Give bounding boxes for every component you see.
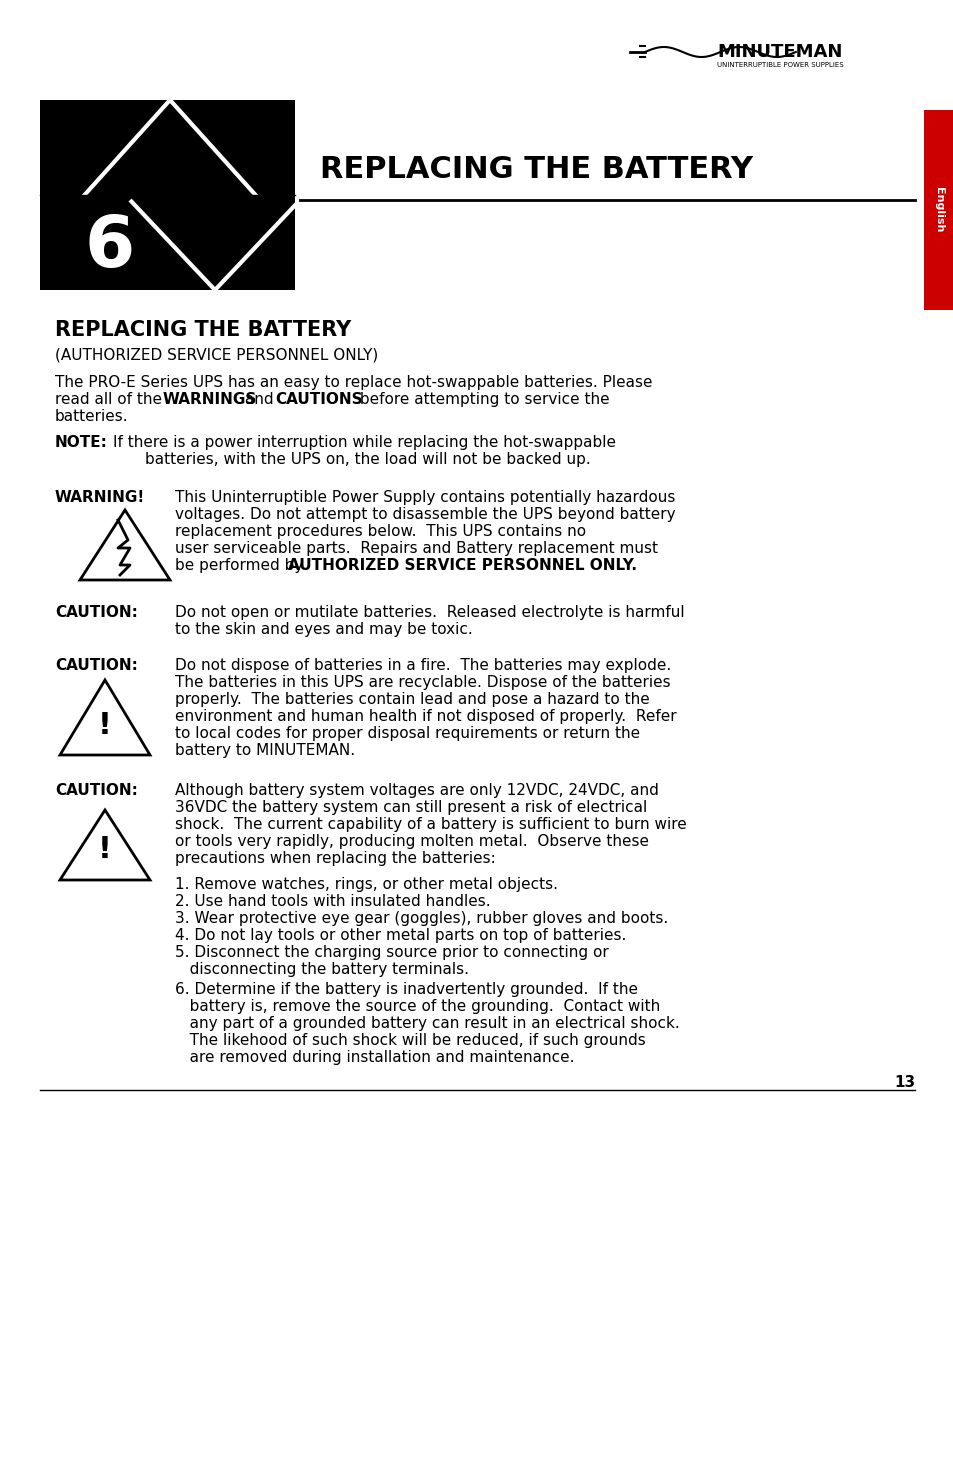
Text: CAUTION:: CAUTION: <box>55 605 138 620</box>
Text: CAUTIONS: CAUTIONS <box>274 392 362 407</box>
Text: properly.  The batteries contain lead and pose a hazard to the: properly. The batteries contain lead and… <box>174 692 649 707</box>
Text: The PRO-E Series UPS has an easy to replace hot-swappable batteries. Please: The PRO-E Series UPS has an easy to repl… <box>55 375 652 389</box>
Text: Although battery system voltages are only 12VDC, 24VDC, and: Although battery system voltages are onl… <box>174 783 659 798</box>
FancyBboxPatch shape <box>40 100 294 195</box>
Text: disconnecting the battery terminals.: disconnecting the battery terminals. <box>174 962 469 976</box>
Text: batteries.: batteries. <box>55 409 129 423</box>
Text: If there is a power interruption while replacing the hot-swappable: If there is a power interruption while r… <box>112 435 616 450</box>
Text: 3. Wear protective eye gear (goggles), rubber gloves and boots.: 3. Wear protective eye gear (goggles), r… <box>174 912 667 926</box>
Text: 1. Remove watches, rings, or other metal objects.: 1. Remove watches, rings, or other metal… <box>174 878 558 892</box>
Text: shock.  The current capability of a battery is sufficient to burn wire: shock. The current capability of a batte… <box>174 817 686 832</box>
Text: 36VDC the battery system can still present a risk of electrical: 36VDC the battery system can still prese… <box>174 799 646 816</box>
Text: WARNINGS: WARNINGS <box>163 392 257 407</box>
Text: Do not dispose of batteries in a fire.  The batteries may explode.: Do not dispose of batteries in a fire. T… <box>174 658 671 673</box>
Text: read all of the: read all of the <box>55 392 167 407</box>
Text: Do not open or mutilate batteries.  Released electrolyte is harmful: Do not open or mutilate batteries. Relea… <box>174 605 684 620</box>
Text: precautions when replacing the batteries:: precautions when replacing the batteries… <box>174 851 496 866</box>
Text: The likehood of such shock will be reduced, if such grounds: The likehood of such shock will be reduc… <box>174 1032 645 1049</box>
Text: before attempting to service the: before attempting to service the <box>355 392 609 407</box>
Text: (AUTHORIZED SERVICE PERSONNEL ONLY): (AUTHORIZED SERVICE PERSONNEL ONLY) <box>55 348 377 363</box>
Text: CAUTION:: CAUTION: <box>55 658 138 673</box>
Text: The batteries in this UPS are recyclable. Dispose of the batteries: The batteries in this UPS are recyclable… <box>174 676 670 690</box>
Text: !: ! <box>98 711 112 739</box>
Text: REPLACING THE BATTERY: REPLACING THE BATTERY <box>319 155 752 184</box>
Text: AUTHORIZED SERVICE PERSONNEL ONLY.: AUTHORIZED SERVICE PERSONNEL ONLY. <box>288 558 637 572</box>
Text: 5. Disconnect the charging source prior to connecting or: 5. Disconnect the charging source prior … <box>174 945 608 960</box>
Text: user serviceable parts.  Repairs and Battery replacement must: user serviceable parts. Repairs and Batt… <box>174 541 658 556</box>
Text: CAUTION:: CAUTION: <box>55 783 138 798</box>
Text: WARNING!: WARNING! <box>55 490 145 504</box>
Text: battery is, remove the source of the grounding.  Contact with: battery is, remove the source of the gro… <box>174 999 659 1013</box>
Text: and: and <box>240 392 278 407</box>
Text: any part of a grounded battery can result in an electrical shock.: any part of a grounded battery can resul… <box>174 1016 679 1031</box>
Text: to local codes for proper disposal requirements or return the: to local codes for proper disposal requi… <box>174 726 639 740</box>
Text: or tools very rapidly, producing molten metal.  Observe these: or tools very rapidly, producing molten … <box>174 833 648 850</box>
Text: voltages. Do not attempt to disassemble the UPS beyond battery: voltages. Do not attempt to disassemble … <box>174 507 675 522</box>
Text: be performed by: be performed by <box>174 558 308 572</box>
Text: 4. Do not lay tools or other metal parts on top of batteries.: 4. Do not lay tools or other metal parts… <box>174 928 626 943</box>
Text: environment and human health if not disposed of properly.  Refer: environment and human health if not disp… <box>174 709 676 724</box>
Text: replacement procedures below.  This UPS contains no: replacement procedures below. This UPS c… <box>174 524 585 538</box>
FancyBboxPatch shape <box>40 195 294 291</box>
Text: English: English <box>933 187 943 233</box>
Text: 6. Determine if the battery is inadvertently grounded.  If the: 6. Determine if the battery is inadverte… <box>174 982 638 997</box>
Text: 6: 6 <box>85 212 135 282</box>
Text: REPLACING THE BATTERY: REPLACING THE BATTERY <box>55 320 351 341</box>
Text: UNINTERRUPTIBLE POWER SUPPLIES: UNINTERRUPTIBLE POWER SUPPLIES <box>716 62 842 68</box>
Text: MINUTEMAN: MINUTEMAN <box>717 43 841 60</box>
FancyBboxPatch shape <box>923 111 953 310</box>
Text: 13: 13 <box>893 1075 914 1090</box>
Text: NOTE:: NOTE: <box>55 435 108 450</box>
Text: are removed during installation and maintenance.: are removed during installation and main… <box>174 1050 574 1065</box>
Text: to the skin and eyes and may be toxic.: to the skin and eyes and may be toxic. <box>174 622 473 637</box>
Text: This Uninterruptible Power Supply contains potentially hazardous: This Uninterruptible Power Supply contai… <box>174 490 675 504</box>
Text: batteries, with the UPS on, the load will not be backed up.: batteries, with the UPS on, the load wil… <box>145 451 590 468</box>
Text: !: ! <box>98 835 112 864</box>
Text: battery to MINUTEMAN.: battery to MINUTEMAN. <box>174 743 355 758</box>
Text: 2. Use hand tools with insulated handles.: 2. Use hand tools with insulated handles… <box>174 894 490 909</box>
